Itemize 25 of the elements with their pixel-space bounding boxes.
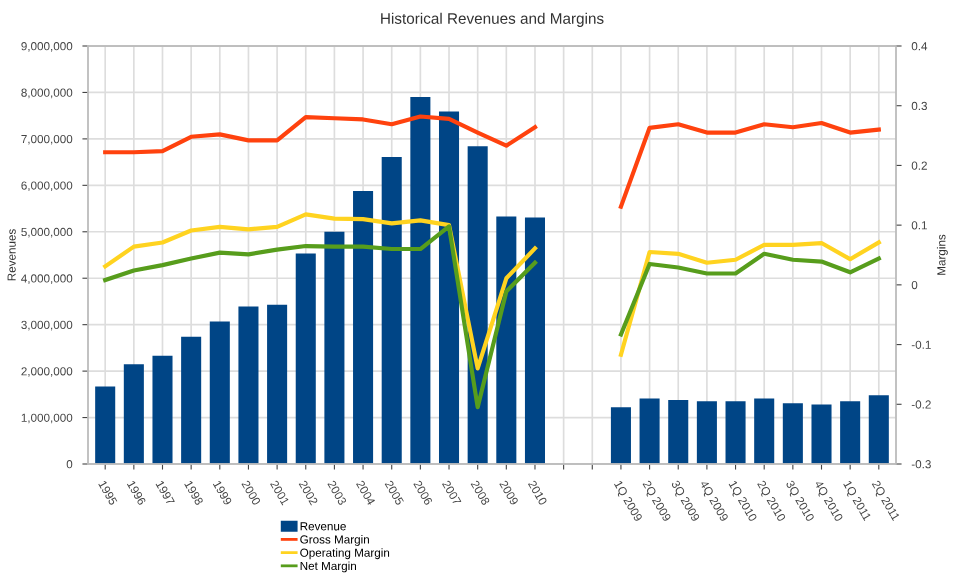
bar — [754, 398, 775, 464]
bar — [868, 395, 889, 464]
bar — [267, 304, 288, 464]
bar — [811, 404, 832, 464]
bar — [353, 190, 374, 464]
bar — [725, 401, 746, 464]
bar — [181, 336, 202, 464]
bar — [324, 231, 345, 464]
bar — [295, 253, 316, 464]
bar — [381, 157, 402, 464]
bar — [782, 403, 803, 464]
bar — [639, 398, 660, 464]
bar — [123, 364, 144, 464]
bar — [610, 407, 631, 464]
bar — [410, 97, 431, 464]
bar — [668, 399, 689, 464]
bar — [209, 321, 230, 464]
bar — [496, 216, 517, 464]
bar — [238, 306, 259, 464]
bar — [438, 111, 460, 464]
bar — [696, 401, 717, 464]
bar — [152, 355, 173, 464]
bar — [524, 217, 546, 464]
bar — [840, 401, 861, 464]
bar — [95, 386, 116, 464]
